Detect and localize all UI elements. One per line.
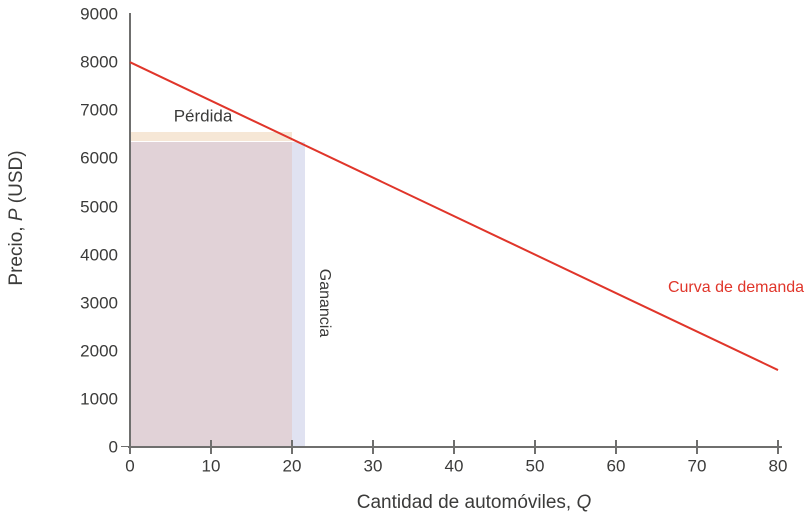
y-axis-title-unit: (USD) (6, 150, 27, 209)
y-axis-title: Precio, P (USD) (6, 150, 28, 285)
y-tick-label: 2000 (80, 341, 118, 361)
x-tick-label: 20 (282, 456, 302, 476)
ganancia-region (292, 141, 305, 446)
y-tick-label: 8000 (80, 52, 118, 72)
y-axis-zero-tick (121, 445, 129, 448)
perdida-region (130, 131, 292, 141)
gain-label: Ganancia (315, 268, 333, 338)
loss-label: Pérdida (173, 106, 233, 126)
x-axis-line (128, 446, 782, 448)
x-tick-label: 50 (525, 456, 545, 476)
x-axis-title: Cantidad de automóviles, Q (357, 492, 591, 514)
y-tick-label: 3000 (80, 293, 118, 313)
x-tick-mark (615, 440, 617, 454)
y-axis-line (129, 13, 131, 447)
x-tick-label: 30 (363, 456, 383, 476)
x-tick-mark (291, 440, 293, 454)
x-tick-mark (210, 440, 212, 454)
x-tick-mark (372, 440, 374, 454)
x-tick-label: 0 (125, 456, 135, 476)
x-tick-mark (453, 440, 455, 454)
x-tick-label: 40 (444, 456, 464, 476)
y-axis-title-text: Precio, (6, 221, 27, 286)
y-tick-label: 6000 (80, 148, 118, 168)
y-tick-label: 1000 (80, 389, 118, 409)
x-axis-title-text: Cantidad de automóviles, (356, 492, 577, 513)
y-tick-label: 7000 (80, 100, 118, 120)
x-tick-label: 60 (606, 456, 626, 476)
x-tick-label: 80 (768, 456, 788, 476)
y-tick-label: 4000 (80, 245, 118, 265)
revenue-region (130, 141, 292, 446)
x-tick-mark (534, 440, 536, 454)
y-tick-label: 9000 (80, 4, 118, 24)
x-axis-title-symbol: Q (576, 492, 592, 513)
y-tick-label: 5000 (80, 197, 118, 216)
y-axis-title-symbol: P (6, 208, 27, 222)
demand-line (129, 61, 779, 371)
x-tick-mark (129, 440, 131, 454)
x-tick-label: 70 (687, 456, 707, 476)
x-tick-mark (777, 440, 779, 454)
demand-curve-label: Curva de demanda (667, 279, 805, 297)
x-tick-mark (696, 440, 698, 454)
x-tick-label: 10 (201, 456, 221, 476)
y-tick-label: 0 (108, 437, 118, 457)
